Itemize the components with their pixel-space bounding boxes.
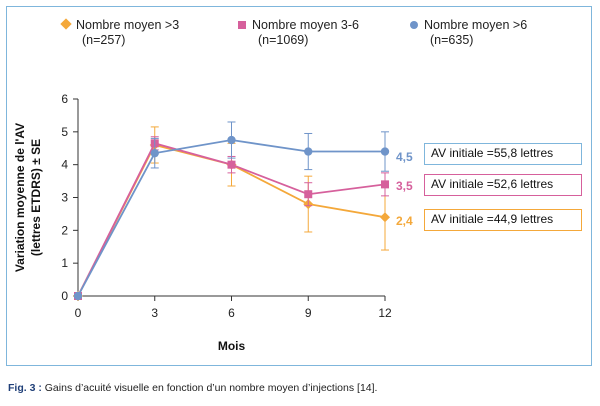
data-point-circle (150, 148, 159, 158)
x-tick-label: 0 (75, 306, 82, 320)
legend-label: Nombre moyen >6 (424, 18, 528, 32)
end-label-3-6: 3,5 (396, 179, 413, 193)
initial-va-box-gt3: AV initiale =44,9 lettres (424, 209, 582, 231)
data-point-square (227, 160, 236, 169)
data-point-circle (227, 135, 236, 145)
data-point-square (304, 190, 313, 199)
legend-item-3-6: Nombre moyen 3-6 (n=1069) (238, 18, 359, 48)
legend-n: (n=635) (430, 33, 474, 47)
y-tick-label: 6 (61, 92, 68, 106)
legend-marker-square-icon (238, 21, 246, 29)
y-axis-label-line2: (lettres ETDRS) ± SE (29, 139, 43, 256)
caption-text: Gains d’acuité visuelle en fonction d’un… (41, 382, 378, 394)
y-tick-label: 2 (61, 223, 68, 237)
caption-prefix: Fig. 3 : (8, 382, 42, 394)
initial-va-box-gt6: AV initiale =55,8 lettres (424, 143, 582, 165)
data-point-circle (380, 147, 390, 156)
end-label-gt6: 4,5 (396, 150, 413, 164)
y-tick-label: 4 (61, 158, 68, 172)
x-tick-label: 6 (228, 306, 235, 320)
y-tick-label: 1 (61, 256, 68, 270)
x-axis-label: Mois (218, 339, 246, 353)
data-point-diamond (380, 212, 390, 223)
data-point-circle (304, 147, 313, 156)
legend-n: (n=1069) (258, 33, 309, 47)
legend-marker-circle-icon (410, 21, 418, 29)
end-label-gt3: 2,4 (396, 214, 413, 228)
y-axis-label-line1: Variation moyenne de l'AV (13, 123, 27, 272)
x-tick-label: 9 (305, 306, 312, 320)
initial-va-box-3-6: AV initiale =52,6 lettres (424, 174, 582, 196)
y-tick-label: 3 (61, 191, 68, 205)
figure-caption: Fig. 3 : Gains d’acuité visuelle en fonc… (8, 382, 377, 394)
legend-label: Nombre moyen >3 (76, 18, 180, 32)
x-tick-label: 12 (378, 306, 392, 320)
legend-item-gt6: Nombre moyen >6 (n=635) (410, 18, 527, 48)
data-point-circle (73, 291, 83, 301)
y-tick-label: 5 (61, 125, 68, 139)
legend-label: Nombre moyen 3-6 (252, 18, 359, 32)
x-tick-label: 3 (151, 306, 158, 320)
y-tick-label: 0 (61, 289, 68, 303)
legend-n: (n=257) (82, 33, 126, 47)
data-point-square (381, 180, 389, 189)
legend-item-gt3: Nombre moyen >3 (n=257) (60, 18, 180, 48)
